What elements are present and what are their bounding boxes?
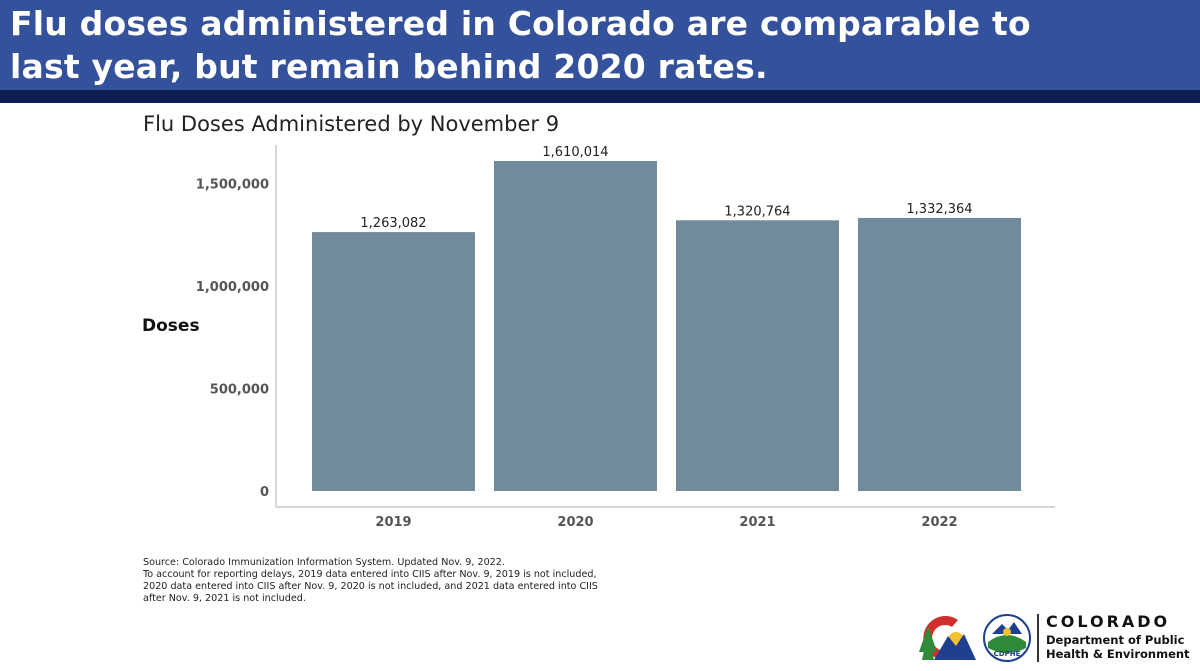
x-tick-label: 2020 — [557, 515, 593, 530]
bar-value-label: 1,332,364 — [906, 202, 972, 217]
cdphe-logo: CDPHE COLORADO Department of Public Heal… — [914, 612, 1194, 664]
x-axis-ticks: 2019 2020 2021 2022 — [375, 515, 957, 530]
logo-dept-line-1: Department of Public — [1046, 633, 1185, 647]
colorado-c-logo-icon — [919, 616, 976, 660]
bar-2019 — [312, 232, 475, 491]
x-tick-label: 2019 — [375, 515, 411, 530]
bar-2022 — [858, 217, 1021, 492]
y-axis-label: Doses — [142, 316, 200, 336]
logo-divider — [1037, 614, 1039, 662]
bar-value-label: 1,610,014 — [542, 145, 608, 160]
source-line: Source: Colorado Immunization Informatio… — [143, 557, 505, 568]
header-stripe — [0, 90, 1200, 103]
bar-value-label: 1,263,082 — [360, 216, 426, 231]
bar-2021 — [676, 220, 839, 492]
y-axis-ticks: 0 500,000 1,000,000 1,500,000 — [196, 178, 269, 500]
cdphe-seal-icon: CDPHE — [983, 614, 1031, 662]
seal-text: CDPHE — [994, 650, 1021, 658]
bars — [312, 161, 1021, 492]
bar-value-label: 1,320,764 — [724, 204, 790, 219]
source-line: 2020 data entered into CIIS after Nov. 9… — [143, 581, 598, 592]
source-note: Source: Colorado Immunization Informatio… — [143, 557, 663, 605]
x-tick-label: 2021 — [739, 515, 775, 530]
bar-value-labels: 1,263,082 1,610,014 1,320,764 1,332,364 — [360, 145, 972, 231]
logo-colorado-text: COLORADO — [1046, 612, 1171, 631]
slide-title-line-1: Flu doses administered in Colorado are c… — [10, 4, 1031, 43]
logo-department-text: Department of Public Health & Environmen… — [1046, 633, 1190, 661]
chart-title: Flu Doses Administered by November 9 — [143, 112, 560, 136]
x-tick-label: 2022 — [921, 515, 957, 530]
source-line: after Nov. 9, 2021 is not included. — [143, 593, 306, 604]
y-tick-label: 500,000 — [210, 383, 269, 398]
logo-dept-line-2: Health & Environment — [1046, 647, 1190, 661]
header-banner: Flu doses administered in Colorado are c… — [0, 0, 1200, 90]
slide-title: Flu doses administered in Colorado are c… — [10, 2, 1190, 88]
y-tick-label: 1,500,000 — [196, 178, 269, 193]
bar-2020 — [494, 161, 657, 491]
y-tick-label: 0 — [260, 485, 269, 500]
y-tick-label: 1,000,000 — [196, 280, 269, 295]
source-line: To account for reporting delays, 2019 da… — [143, 569, 597, 580]
slide-title-line-2: last year, but remain behind 2020 rates. — [10, 47, 768, 86]
bar-chart: 0 500,000 1,000,000 1,500,000 1,263,082 1,61… — [196, 145, 1055, 530]
